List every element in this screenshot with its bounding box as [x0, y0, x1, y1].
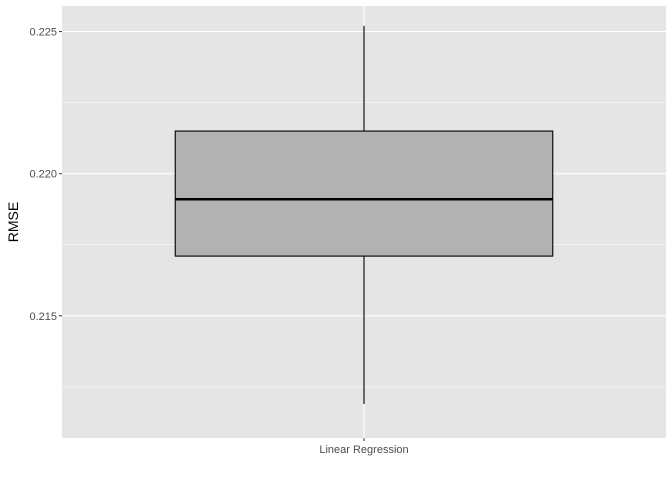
y-axis-title: RMSE — [5, 202, 21, 242]
x-tick-label: Linear Regression — [319, 444, 408, 456]
y-tick-label: 0.215 — [29, 311, 57, 323]
box-iqr — [174, 130, 554, 257]
y-axis: 0.215 0.220 0.225 — [29, 27, 62, 323]
y-tick-label: 0.220 — [29, 169, 57, 181]
y-tick-label: 0.225 — [29, 27, 57, 39]
x-axis: Linear Regression — [319, 438, 409, 456]
box-layer — [174, 25, 554, 404]
